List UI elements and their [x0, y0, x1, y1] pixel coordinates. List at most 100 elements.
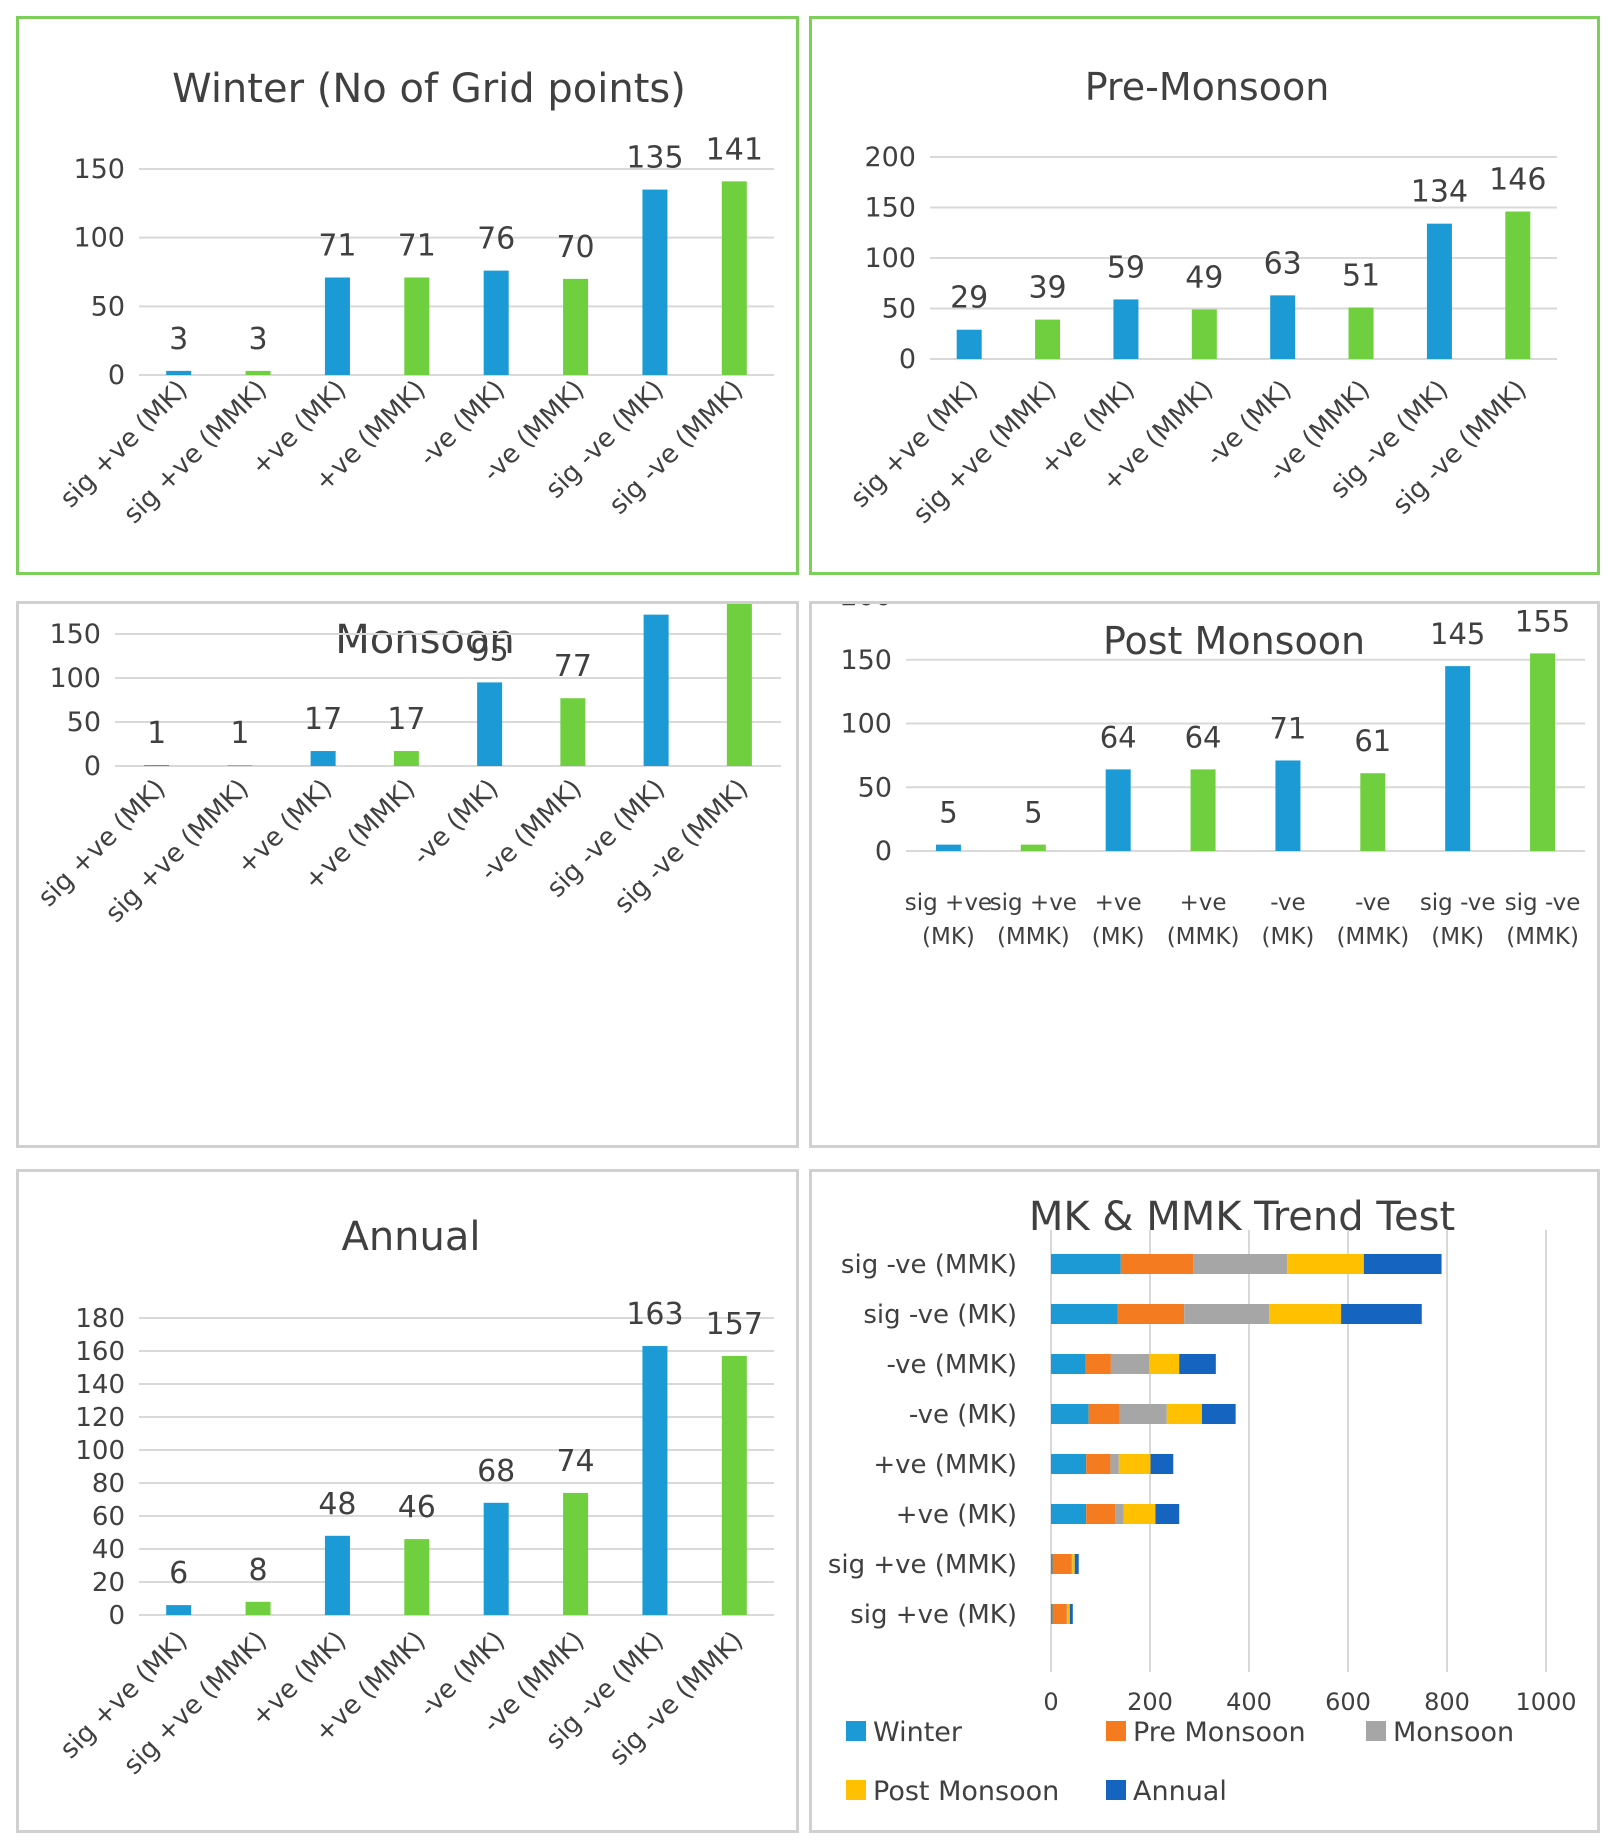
y-tick-label: 20 [92, 1568, 125, 1598]
bar-segment-annual-sig-ve-mmk [1074, 1554, 1079, 1574]
bar-sig-ve-mmk [721, 1355, 747, 1615]
data-label: 49 [1185, 261, 1223, 296]
bar-sig-ve-mmk [1035, 319, 1061, 359]
bar-segment-monsoon-sig-ve-mk [1066, 1604, 1068, 1624]
bar-segment-pre-monsoon-ve-mk [1088, 1404, 1120, 1424]
bar-segment-post-monsoon-ve-mmk [1149, 1354, 1180, 1374]
post-monsoon-chart-panel: Post Monsoon 0 50 100 150 200 5 sig +ve(MK) 5 sig… [809, 601, 1600, 1148]
y-tick-label: 120 [75, 1403, 125, 1433]
y-tick-label: sig -ve (MK) [863, 1300, 1017, 1330]
bar-segment-monsoon-sig-ve-mmk [1071, 1554, 1073, 1574]
bar-ve-mk [324, 1535, 350, 1615]
bar-segment-post-monsoon-sig-ve-mk [1269, 1304, 1342, 1324]
bar-segment-monsoon-sig-ve-mmk [1193, 1254, 1288, 1274]
bar-sig-ve-mk [1445, 666, 1471, 851]
data-label: 59 [1107, 250, 1145, 285]
mk-mmk-chart-panel: MK & MMK Trend Test 0 200 400 600 800 1000 sig … [809, 1169, 1600, 1833]
y-tick-label: 150 [73, 154, 125, 185]
bar-segment-post-monsoon-ve-mk [1123, 1504, 1156, 1524]
pre-monsoon-chart-panel: Pre-Monsoon 0 50 100 150 200 29 sig +ve (MK) 39 s… [809, 16, 1600, 575]
data-label: 5 [1024, 796, 1042, 830]
y-tick-label: 50 [858, 772, 892, 803]
legend-label: Pre Monsoon [1133, 1717, 1306, 1748]
winter-chart-panel: Winter (No of Grid points) 0 50 100 150 3 sig … [16, 16, 799, 575]
bar-ve-mmk [404, 277, 430, 375]
bar-segment-annual-ve-mk [1155, 1504, 1180, 1524]
data-label: 1 [147, 716, 166, 751]
bar-segment-annual-ve-mk [1201, 1404, 1236, 1424]
data-label: 8 [249, 1553, 268, 1588]
bar-sig-ve-mmk [1020, 844, 1046, 851]
bar-segment-annual-sig-ve-mk [1341, 1304, 1422, 1324]
bar-sig-ve-mk [643, 614, 669, 766]
x-tick-label: 600 [1325, 1688, 1371, 1716]
data-label: 70 [556, 230, 594, 265]
bar-ve-mmk [563, 278, 589, 375]
bar-ve-mk [1275, 760, 1301, 851]
bar-sig-ve-mk [166, 1605, 192, 1615]
bar-segment-monsoon-sig-ve-mk [1184, 1304, 1270, 1324]
legend-swatch [1366, 1721, 1386, 1741]
bar-sig-ve-mk [956, 329, 982, 359]
data-label: 71 [398, 228, 436, 263]
bar-ve-mk [1270, 295, 1296, 359]
data-label: 74 [556, 1444, 594, 1479]
bar-segment-pre-monsoon-sig-ve-mmk [1120, 1254, 1194, 1274]
data-label: 155 [1515, 604, 1570, 638]
data-label: 3 [169, 322, 188, 357]
bar-segment-winter-ve-mk [1051, 1504, 1087, 1524]
bar-segment-annual-sig-ve-mmk [1363, 1254, 1442, 1274]
bar-sig-ve-mmk [245, 1601, 271, 1615]
data-label: 39 [1028, 271, 1066, 306]
chart-title: Annual [341, 1214, 480, 1260]
bar-ve-mmk [563, 1492, 589, 1615]
y-tick-label: -ve (MK) [909, 1400, 1017, 1430]
x-tick-label: 800 [1424, 1688, 1470, 1716]
x-tick-label: sig -ve (MMK) [604, 1626, 750, 1772]
x-tick-label: sig -ve (MMK) [1387, 375, 1533, 521]
bar-ve-mmk [560, 698, 586, 766]
bar-segment-annual-ve-mmk [1179, 1354, 1216, 1374]
y-tick-label: 50 [882, 294, 916, 325]
bar-sig-ve-mk [935, 844, 961, 851]
bar-segment-winter-sig-ve-mmk [1051, 1254, 1121, 1274]
y-tick-label: 200 [49, 604, 101, 606]
y-tick-label: 40 [92, 1535, 125, 1565]
data-label: 48 [318, 1487, 356, 1522]
bar-segment-pre-monsoon-ve-mk [1086, 1504, 1116, 1524]
bar-ve-mk [1113, 299, 1139, 359]
x-tick-label: sig +ve (MMK) [100, 774, 255, 929]
chart-title: MK & MMK Trend Test [1029, 1194, 1455, 1240]
bar-sig-ve-mmk [1530, 653, 1556, 851]
bar-sig-ve-mmk [721, 181, 747, 375]
post-monsoon-chart: Post Monsoon 0 50 100 150 200 5 sig +ve(MK) 5 sig… [840, 604, 1585, 950]
legend-swatch [846, 1780, 866, 1800]
chart-title: Winter (No of Grid points) [172, 66, 686, 112]
data-label: 145 [1430, 617, 1485, 651]
data-label: 141 [706, 132, 763, 167]
bar-sig-ve-mmk [726, 604, 752, 766]
x-tick-label: sig +ve (MMK) [908, 375, 1063, 530]
bar-segment-post-monsoon-sig-ve-mmk [1287, 1254, 1364, 1274]
y-tick-label: 100 [49, 663, 101, 694]
y-tick-label: 160 [75, 1337, 125, 1367]
bar-ve-mmk [393, 751, 419, 766]
bar-segment-pre-monsoon-ve-mmk [1086, 1454, 1111, 1474]
data-label: 64 [1185, 720, 1222, 754]
x-tick-label: +ve (MMK) [1167, 890, 1240, 950]
x-tick-label: -ve (MMK) [1336, 890, 1409, 950]
chart-title: Monsoon [335, 617, 514, 663]
x-tick-label: sig +ve (MMK) [990, 890, 1077, 950]
winter-chart: Winter (No of Grid points) 0 50 100 150 3 sig … [55, 66, 774, 530]
y-tick-label: 50 [91, 291, 125, 322]
x-tick-label: sig -ve (MMK) [1505, 890, 1581, 950]
bar-ve-mk [483, 270, 509, 375]
legend-label: Post Monsoon [873, 1776, 1059, 1807]
y-tick-label: 200 [864, 142, 916, 173]
y-tick-label: 0 [108, 1601, 125, 1631]
y-tick-label: 100 [73, 223, 125, 254]
bar-sig-ve-mk [1426, 223, 1452, 359]
bar-segment-monsoon-ve-mmk [1110, 1354, 1150, 1374]
bar-segment-post-monsoon-sig-ve-mk [1067, 1604, 1070, 1624]
